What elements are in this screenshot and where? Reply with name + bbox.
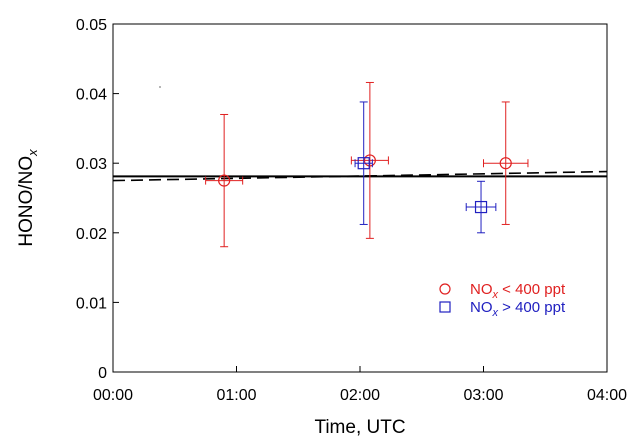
square-marker bbox=[474, 200, 488, 214]
fit-lines bbox=[112, 170, 608, 182]
x-tick-label: 00:00 bbox=[93, 387, 133, 404]
data-points bbox=[205, 81, 529, 248]
legend-label-subscript: x bbox=[492, 307, 499, 319]
plot-frame bbox=[112, 23, 608, 373]
y-axis-ticks: 0 0.01 0.02 0.03 0.04 0.05 bbox=[76, 17, 119, 382]
x-tick-label: 01:00 bbox=[216, 387, 256, 404]
y-tick-label: 0.02 bbox=[76, 226, 107, 243]
legend-square-marker bbox=[439, 301, 451, 313]
x-tick-label: 03:00 bbox=[463, 387, 503, 404]
legend-label-main: NO bbox=[470, 299, 493, 316]
x-tick-label: 02:00 bbox=[340, 387, 380, 404]
y-tick-label: 0.01 bbox=[76, 295, 107, 312]
circle-marker bbox=[218, 174, 231, 187]
legend-label-suffix: > 400 ppt bbox=[498, 299, 566, 316]
legend-label: NOx < 400 ppt bbox=[470, 281, 566, 301]
x-axis-ticks: 00:00 01:00 02:00 03:00 04:00 bbox=[93, 366, 627, 404]
y-tick-label: 0.05 bbox=[76, 17, 107, 34]
circle-marker bbox=[499, 157, 512, 170]
y-tick-label: 0.03 bbox=[76, 156, 107, 173]
x-tick-label: 04:00 bbox=[587, 387, 627, 404]
y-axis-label: HONO/NOx bbox=[16, 149, 40, 247]
circle-marker bbox=[363, 154, 376, 167]
legend-label-subscript: x bbox=[492, 289, 499, 301]
legend-label-suffix: < 400 ppt bbox=[498, 281, 566, 298]
legend-label: NOx > 400 ppt bbox=[470, 299, 566, 319]
square-marker bbox=[357, 157, 370, 170]
stray-dot bbox=[159, 86, 161, 88]
legend-label-main: NO bbox=[470, 281, 493, 298]
y-tick-label: 0.04 bbox=[76, 87, 107, 104]
y-tick-label: 0 bbox=[98, 365, 107, 382]
y-axis-label-main: HONO/NO bbox=[16, 156, 37, 247]
y-axis-label-subscript: x bbox=[25, 149, 40, 157]
x-axis-label: Time, UTC bbox=[314, 417, 405, 438]
dashed-fit-line bbox=[112, 170, 608, 182]
legend-circle-marker bbox=[439, 283, 451, 295]
